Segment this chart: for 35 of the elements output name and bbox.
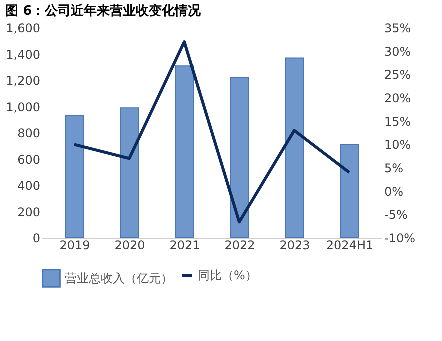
legend-label: 营业总收入（亿元） — [65, 272, 173, 286]
y2-tick-label: 30% — [384, 44, 412, 59]
bar — [340, 144, 359, 238]
x-tick-label: 2023 — [280, 238, 310, 252]
y2-tick-label: 20% — [384, 92, 412, 106]
y2-tick-label: 35% — [384, 22, 412, 36]
y2-tick-label: 25% — [384, 68, 412, 82]
y2-tick-label: 5% — [384, 162, 404, 176]
x-tick-label: 2019 — [60, 238, 90, 252]
y-tick-label: 200 — [18, 205, 40, 220]
x-tick-label: 2021 — [170, 238, 200, 252]
y2-tick-label: -5% — [384, 208, 408, 222]
y2-tick-label: -10% — [384, 232, 416, 246]
y-tick-label: 800 — [18, 126, 40, 140]
x-tick-label: 2022 — [224, 238, 256, 252]
y2-tick-label: 15% — [384, 114, 412, 129]
bar — [230, 77, 249, 238]
line-series — [73, 40, 351, 224]
y2-tick-label: 10% — [384, 138, 412, 152]
y-tick-label: 1,000 — [6, 100, 40, 114]
bar — [65, 115, 84, 238]
y-tick-label: 1,200 — [6, 74, 40, 88]
y-tick-label: 1,400 — [6, 48, 40, 62]
y-tick-label: 0 — [32, 232, 40, 246]
bar — [175, 66, 194, 238]
legend-label: 同比（%） — [198, 268, 258, 282]
x-tick-label: 2024H1 — [326, 238, 374, 252]
bar — [285, 58, 304, 238]
y-tick-label: 1,600 — [6, 22, 40, 36]
y-tick-label: 400 — [18, 179, 40, 193]
y2-tick-label: 0% — [384, 184, 404, 199]
y-tick-label: 600 — [18, 152, 40, 167]
bar — [120, 108, 139, 238]
x-tick-label: 2020 — [114, 238, 146, 252]
chart-title: 图 6：公司近年来营业收变化情况 — [6, 3, 202, 19]
